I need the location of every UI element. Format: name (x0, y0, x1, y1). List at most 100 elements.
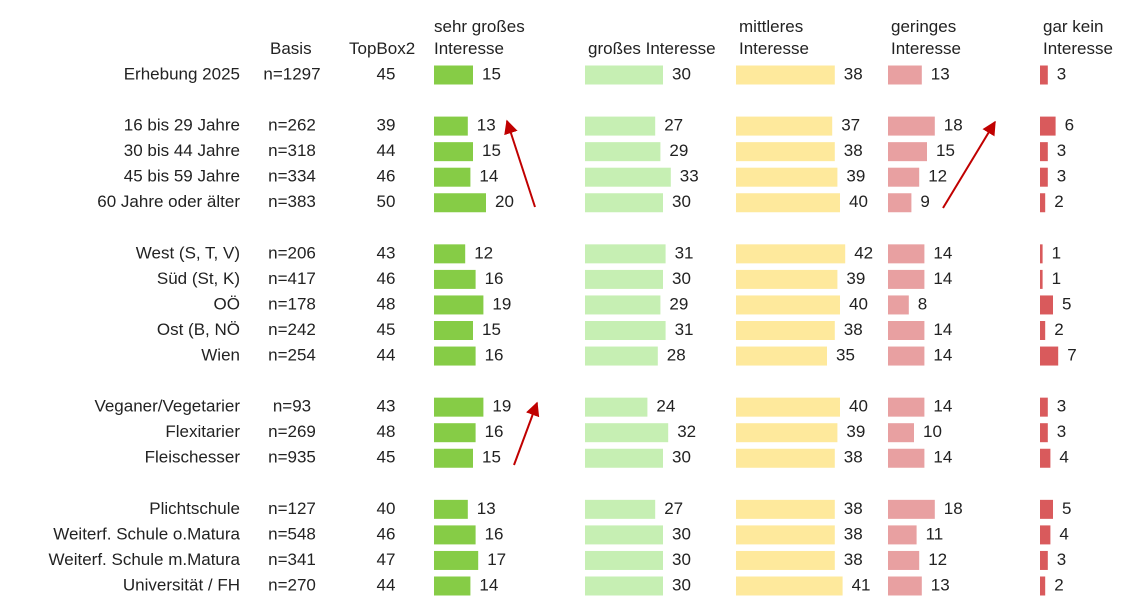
value-label: 38 (844, 320, 863, 339)
bar (434, 423, 476, 443)
row-label: Fleischesser (145, 448, 241, 467)
basis: n=417 (268, 269, 316, 288)
bar (736, 295, 840, 315)
column-header: Basis (270, 39, 312, 58)
bar (585, 116, 656, 136)
basis: n=383 (268, 192, 316, 211)
basis: n=548 (268, 524, 316, 543)
value-label: 16 (485, 524, 504, 543)
basis: n=127 (268, 499, 316, 518)
value-label: 3 (1057, 422, 1066, 441)
bar (1040, 448, 1051, 468)
value-label: 30 (672, 269, 691, 288)
bar (888, 116, 935, 136)
row-label: Erhebung 2025 (124, 64, 240, 83)
bar (585, 193, 663, 213)
value-label: 14 (933, 448, 952, 467)
value-label: 2 (1054, 575, 1063, 594)
basis: n=318 (268, 141, 316, 160)
bar (585, 321, 666, 340)
value-label: 17 (487, 550, 506, 569)
bar (434, 269, 476, 289)
bar (1040, 397, 1048, 417)
bar (1040, 269, 1043, 289)
value-label: 30 (672, 575, 691, 594)
bar (736, 397, 840, 417)
column-header: großes Interesse (588, 39, 716, 58)
column-header: sehr großes Interesse (434, 17, 525, 58)
bar (736, 423, 838, 443)
value-label: 38 (844, 524, 863, 543)
topbox2: 40 (377, 499, 396, 518)
bar (736, 525, 835, 545)
bar (585, 295, 661, 315)
trend-arrow (513, 401, 540, 466)
value-label: 1 (1052, 243, 1061, 262)
value-label: 38 (844, 499, 863, 518)
row-label: Ost (B, NÖ (157, 320, 240, 339)
topbox2: 47 (377, 550, 396, 569)
bar (736, 448, 835, 468)
value-label: 14 (933, 397, 952, 416)
value-label: 33 (680, 167, 699, 186)
bar (888, 448, 925, 468)
bar (888, 397, 925, 417)
value-label: 40 (849, 397, 868, 416)
bar (888, 423, 914, 443)
row-label: Plichtschule (149, 499, 240, 518)
value-label: 14 (933, 320, 952, 339)
bar (1040, 550, 1048, 570)
value-label: 3 (1057, 141, 1066, 160)
bar (1040, 193, 1046, 213)
value-label: 14 (933, 243, 952, 262)
basis: n=1297 (263, 64, 320, 83)
value-label: 39 (846, 269, 865, 288)
bar (1040, 244, 1043, 264)
trend-arrow (942, 120, 996, 209)
bar (434, 193, 486, 213)
bar (585, 346, 658, 366)
value-label: 30 (672, 550, 691, 569)
row-label: Veganer/Vegetarier (94, 397, 240, 416)
bar (434, 550, 479, 570)
bar (736, 576, 843, 596)
bar (736, 65, 835, 85)
bar (888, 525, 917, 545)
value-label: 2 (1054, 192, 1063, 211)
topbox2: 46 (377, 269, 396, 288)
bar (888, 142, 927, 162)
value-label: 4 (1059, 448, 1068, 467)
value-label: 15 (482, 64, 501, 83)
value-label: 14 (933, 269, 952, 288)
value-label: 3 (1057, 64, 1066, 83)
value-label: 38 (844, 550, 863, 569)
value-label: 29 (669, 294, 688, 313)
basis: n=270 (268, 575, 316, 594)
row-label: West (S, T, V) (136, 243, 240, 262)
value-label: 20 (495, 192, 514, 211)
bar (736, 193, 840, 213)
bar (1040, 116, 1056, 136)
value-label: 3 (1057, 167, 1066, 186)
row-label: Süd (St, K) (157, 269, 240, 288)
row-label: Wien (201, 346, 240, 365)
topbox2: 45 (377, 448, 396, 467)
topbox2: 43 (377, 397, 396, 416)
value-label: 18 (944, 116, 963, 135)
value-label: 3 (1057, 550, 1066, 569)
row-label: 45 bis 59 Jahre (124, 167, 240, 186)
bar (736, 499, 835, 519)
basis: n=178 (268, 294, 316, 313)
bar (585, 576, 663, 596)
bar (1040, 295, 1053, 315)
value-label: 15 (482, 141, 501, 160)
value-label: 15 (936, 141, 955, 160)
bar (585, 423, 669, 443)
value-label: 12 (928, 550, 947, 569)
value-label: 6 (1065, 116, 1074, 135)
value-label: 9 (920, 192, 929, 211)
bar (585, 167, 671, 187)
bar (434, 397, 484, 417)
value-label: 16 (485, 422, 504, 441)
